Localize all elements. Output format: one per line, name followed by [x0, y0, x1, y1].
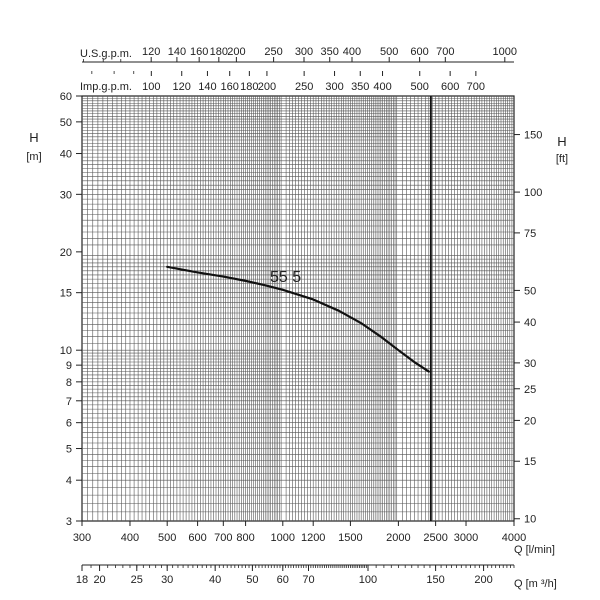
- usgpm-tick-label: 120: [142, 46, 160, 58]
- usgpm-tick-label: 140: [168, 46, 186, 58]
- h-ft-tick-label: 50: [524, 285, 536, 297]
- impgpm-tick-label: 180: [240, 81, 258, 93]
- h-m-tick-label: 4: [66, 475, 72, 487]
- q-m3h-axis-label: Q [m ³/h]: [514, 578, 557, 590]
- plot-frame: [81, 95, 515, 522]
- axes: 3 4 5 6 7 8 9 10 15 20 30 40 50 60 10 15 20 25 30 40 50 75 100…: [60, 46, 543, 586]
- q-lmin-tick-label: 4000: [502, 532, 526, 544]
- h-m-tick-label: 7: [66, 396, 72, 408]
- h-ft-tick-label: 20: [524, 415, 536, 427]
- h-ft-tick-label: 75: [524, 228, 536, 240]
- q-lmin-tick-label: 3000: [454, 532, 478, 544]
- q-m3h-tick-label: 60: [277, 574, 289, 586]
- curve-layer: [166, 265, 430, 373]
- q-lmin-tick-label: 300: [73, 532, 91, 544]
- q-lmin-tick-label: 1500: [338, 532, 362, 544]
- h-m-tick-label: 40: [60, 149, 72, 161]
- q-m3h-tick-label: 150: [426, 574, 444, 586]
- h-ft-tick-label: 30: [524, 358, 536, 370]
- h-m-axis-label: H: [29, 130, 38, 145]
- h-ft-tick-label: 25: [524, 384, 536, 396]
- h-ft-tick-label: 150: [524, 130, 542, 142]
- impgpm-tick-label: 500: [411, 81, 429, 93]
- q-lmin-tick-label: 500: [158, 532, 176, 544]
- impgpm-tick-label: 120: [173, 81, 191, 93]
- q-m3h-tick-label: 25: [131, 574, 143, 586]
- q-lmin-tick-label: 2500: [423, 532, 447, 544]
- h-m-tick-label: 8: [66, 377, 72, 389]
- q-m3h-tick-label: 200: [474, 574, 492, 586]
- q-lmin-tick-label: 700: [214, 532, 232, 544]
- usgpm-tick-label: 180: [210, 46, 228, 58]
- usgpm-tick-label: 600: [410, 46, 428, 58]
- h-ft-tick-label: 100: [524, 187, 542, 199]
- usgpm-tick-label: 500: [380, 46, 398, 58]
- q-lmin-tick-label: 2000: [386, 532, 410, 544]
- q-m3h-tick-label: 18: [76, 574, 88, 586]
- h-m-tick-label: 50: [60, 117, 72, 129]
- usgpm-tick-label: 1000: [493, 46, 517, 58]
- impgpm-tick-label: 350: [351, 81, 369, 93]
- h-ft-axis-unit: [ft]: [556, 153, 568, 165]
- h-ft-axis-label: H: [557, 134, 566, 149]
- axis-labels: U.S.g.p.m. Imp.g.p.m. H [m] H [ft] Q [l/…: [26, 48, 568, 590]
- h-m-tick-label: 15: [60, 288, 72, 300]
- usgpm-tick-label: 350: [321, 46, 339, 58]
- grid: [81, 95, 515, 522]
- h-ft-tick-label: 10: [524, 514, 536, 526]
- h-m-tick-label: 3: [66, 516, 72, 528]
- q-lmin-tick-label: 1200: [301, 532, 325, 544]
- h-m-tick-label: 10: [60, 345, 72, 357]
- h-ft-tick-label: 15: [524, 456, 536, 468]
- h-ft-tick-label: 40: [524, 317, 536, 329]
- h-m-tick-label: 9: [66, 360, 72, 372]
- usgpm-tick-label: 200: [227, 46, 245, 58]
- h-m-tick-label: 30: [60, 189, 72, 201]
- q-lmin-tick-label: 1000: [271, 532, 295, 544]
- usgpm-tick-label: 700: [436, 46, 454, 58]
- impgpm-tick-label: 100: [142, 81, 160, 93]
- q-m3h-tick-label: 40: [209, 574, 221, 586]
- q-m3h-tick-label: 50: [246, 574, 258, 586]
- impgpm-tick-label: 250: [295, 81, 313, 93]
- q-lmin-tick-label: 600: [188, 532, 206, 544]
- curve-label: 55 5: [270, 269, 301, 286]
- usgpm-tick-label: 160: [190, 46, 208, 58]
- h-m-tick-label: 60: [60, 91, 72, 103]
- q-m3h-tick-label: 100: [359, 574, 377, 586]
- usgpm-tick-label: 400: [343, 46, 361, 58]
- q-m3h-tick-label: 20: [93, 574, 105, 586]
- impgpm-tick-label: 600: [441, 81, 459, 93]
- h-m-axis-unit: [m]: [26, 151, 41, 163]
- impgpm-tick-label: 160: [221, 81, 239, 93]
- q-lmin-axis-label: Q [l/min]: [514, 544, 555, 556]
- h-m-tick-label: 20: [60, 247, 72, 259]
- pump-curve-55-5: [166, 265, 430, 373]
- q-lmin-tick-label: 400: [121, 532, 139, 544]
- h-m-tick-label: 5: [66, 444, 72, 456]
- q-m3h-tick-label: 70: [302, 574, 314, 586]
- impgpm-tick-label: 400: [373, 81, 391, 93]
- usgpm-axis-label: U.S.g.p.m.: [80, 48, 132, 60]
- usgpm-tick-label: 300: [295, 46, 313, 58]
- impgpm-tick-label: 200: [258, 81, 276, 93]
- impgpm-tick-label: 700: [467, 81, 485, 93]
- impgpm-tick-label: 140: [198, 81, 216, 93]
- q-m3h-tick-label: 30: [161, 574, 173, 586]
- usgpm-tick-label: 250: [264, 46, 282, 58]
- impgpm-axis-label: Imp.g.p.m.: [80, 81, 132, 93]
- q-lmin-tick-label: 800: [236, 532, 254, 544]
- h-m-tick-label: 6: [66, 418, 72, 430]
- impgpm-tick-label: 300: [325, 81, 343, 93]
